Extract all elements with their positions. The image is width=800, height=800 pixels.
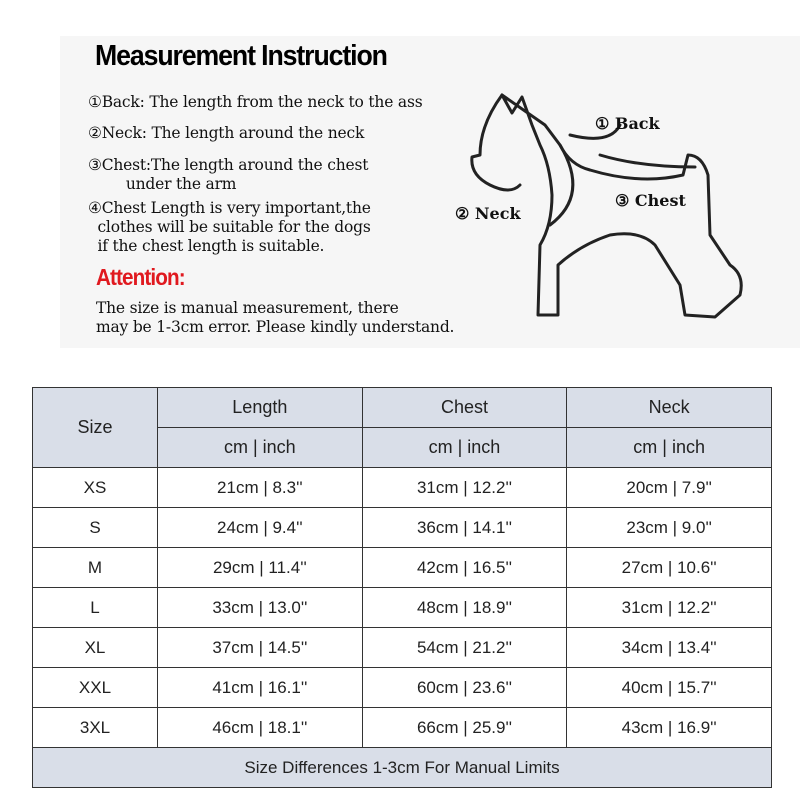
cell-size: S [32,507,158,548]
diagram-label-neck: ② Neck [455,204,521,223]
cell-chest: 31cm | 12.2'' [361,467,568,508]
unit-header: cm | inch [361,427,568,468]
cell-chest: 48cm | 18.9'' [361,587,568,628]
unit-header: cm | inch [566,427,772,468]
table-footer-row: Size Differences 1-3cm For Manual Limits [32,747,772,788]
cell-size: M [32,547,158,588]
neck-header: Neck [566,387,772,428]
table-header-row: Size Length Chest Neck [32,387,772,468]
cell-size: XL [32,627,158,668]
cell-neck: 31cm | 12.2'' [566,587,772,628]
cell-length: 21cm | 8.3'' [157,467,363,508]
table-row: XS 21cm | 8.3'' 31cm | 12.2'' 20cm | 7.9'' [32,467,772,508]
table-row: S 24cm | 9.4'' 36cm | 14.1'' 23cm | 9.0'' [32,507,772,548]
cell-chest: 66cm | 25.9'' [361,707,568,748]
cell-chest: 60cm | 23.6'' [361,667,568,708]
size-header: Size [32,387,158,468]
cell-length: 33cm | 13.0'' [157,587,363,628]
table-row: M 29cm | 11.4'' 42cm | 16.5'' 27cm | 10.6'' [32,547,772,588]
attention-text: The size is manual measurement, there ma… [96,299,455,336]
cell-chest: 42cm | 16.5'' [361,547,568,588]
cell-neck: 27cm | 10.6'' [566,547,772,588]
cell-neck: 23cm | 9.0'' [566,507,772,548]
cell-size: XS [32,467,158,508]
cell-neck: 43cm | 16.9'' [566,707,772,748]
instruction-chest-length: ④Chest Length is very important,the clot… [88,199,371,255]
cell-length: 37cm | 14.5'' [157,627,363,668]
diagram-label-chest: ③ Chest [615,191,686,210]
table-footer: Size Differences 1-3cm For Manual Limits [32,747,772,788]
diagram-label-back: ① Back [595,114,660,133]
cell-size: 3XL [32,707,158,748]
instruction-chest: ③Chest:The length around the chest under… [88,156,369,193]
cell-length: 24cm | 9.4'' [157,507,363,548]
unit-header: cm | inch [157,427,363,468]
instruction-panel [60,36,800,348]
size-table: Size Length Chest Neck cm | inch cm | in… [32,387,772,788]
cell-length: 41cm | 16.1'' [157,667,363,708]
cell-length: 29cm | 11.4'' [157,547,363,588]
table-row: XXL 41cm | 16.1'' 60cm | 23.6'' 40cm | 15.7… [32,667,772,708]
cell-neck: 40cm | 15.7'' [566,667,772,708]
cell-length: 46cm | 18.1'' [157,707,363,748]
attention-label: Attention: [96,264,186,290]
length-header: Length [157,387,363,428]
dog-diagram-icon [470,93,743,319]
table-row: 3XL 46cm | 18.1'' 66cm | 25.9'' 43cm | 16.9… [32,707,772,748]
cell-chest: 36cm | 14.1'' [361,507,568,548]
instruction-title: Measurement Instruction [95,40,388,72]
cell-size: XXL [32,667,158,708]
table-row: L 33cm | 13.0'' 48cm | 18.9'' 31cm | 12.2'' [32,587,772,628]
chest-header: Chest [361,387,568,428]
cell-chest: 54cm | 21.2'' [361,627,568,668]
table-unit-row: cm | inch cm | inch cm | inch [33,427,772,468]
instruction-back: ①Back: The length from the neck to the a… [88,93,423,111]
cell-size: L [32,587,158,628]
cell-neck: 20cm | 7.9'' [566,467,772,508]
cell-neck: 34cm | 13.4'' [566,627,772,668]
table-row: XL 37cm | 14.5'' 54cm | 21.2'' 34cm | 13.4'… [32,627,772,668]
instruction-neck: ②Neck: The length around the neck [88,124,365,142]
